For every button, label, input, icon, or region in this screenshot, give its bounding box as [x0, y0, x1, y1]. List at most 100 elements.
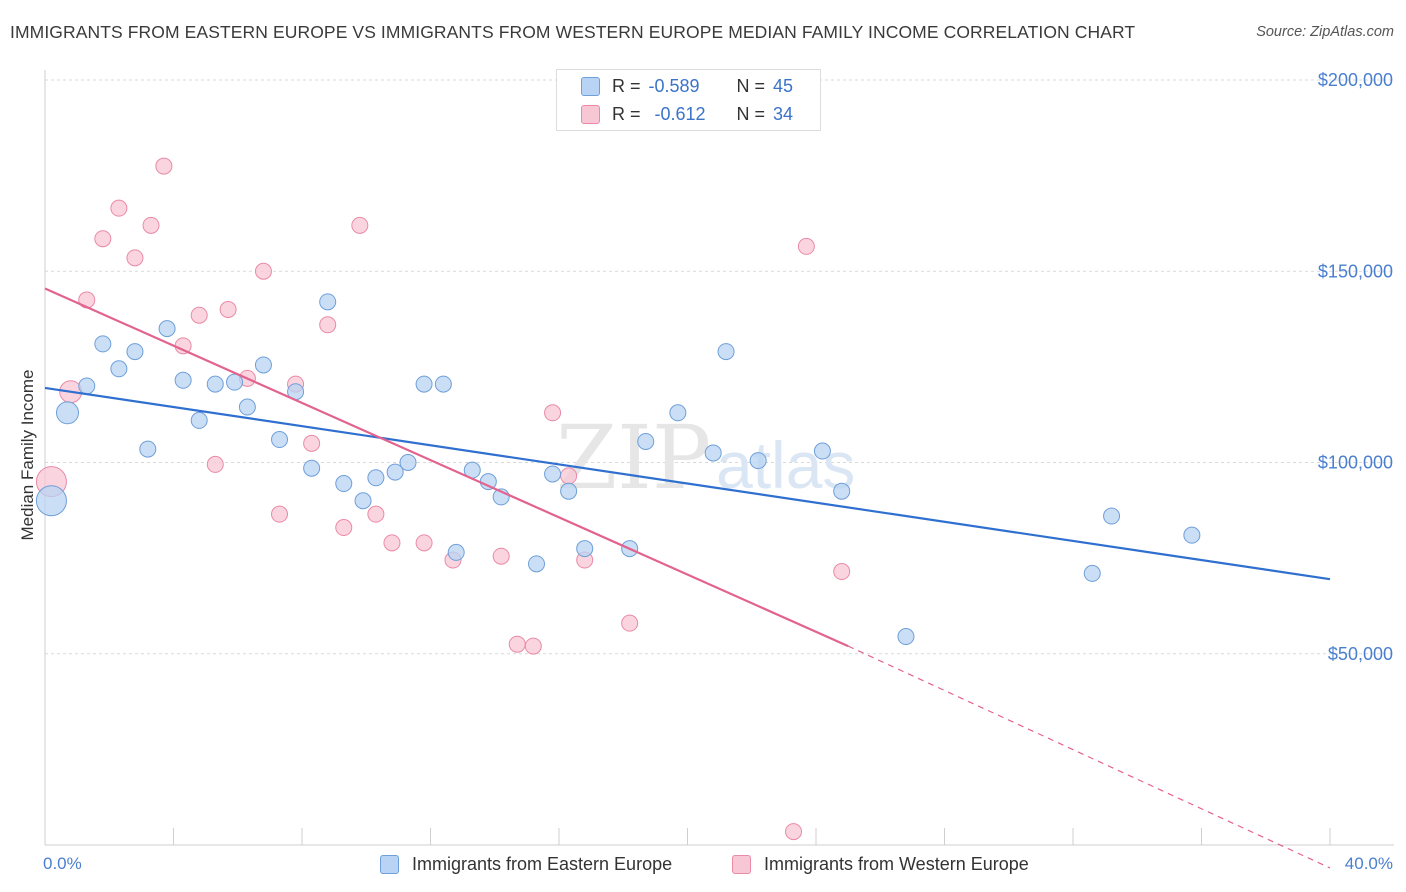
point-eastern-europe-42 [1083, 564, 1101, 582]
point-western-europe-24 [492, 547, 510, 565]
point-eastern-europe-37 [717, 343, 735, 361]
stats-row-eastern-europe: R = -0.589 N = 45 [581, 74, 793, 98]
r-value-western-europe: -0.612 [654, 103, 706, 124]
legend-item-eastern-europe: Immigrants from Eastern Europe [380, 851, 672, 877]
watermark-zip: ZIP [556, 406, 711, 509]
n-value-eastern-europe: 45 [773, 75, 794, 96]
trend-line-eastern-europe [44, 386, 1331, 581]
point-eastern-europe-20 [367, 469, 385, 487]
point-western-europe-6 [142, 216, 160, 234]
x-tick-label-max: 40.0% [1345, 854, 1393, 873]
point-eastern-europe-41 [897, 628, 915, 646]
point-eastern-europe-30 [544, 465, 562, 483]
point-eastern-europe-3 [94, 335, 112, 353]
point-eastern-europe-25 [447, 543, 465, 561]
legend-swatch-eastern-europe [380, 854, 399, 874]
point-eastern-europe-24 [434, 375, 452, 393]
point-western-europe-20 [367, 505, 385, 523]
point-eastern-europe-34 [637, 432, 655, 450]
point-eastern-europe-31 [560, 482, 578, 500]
point-western-europe-27 [544, 404, 562, 422]
point-eastern-europe-2 [78, 377, 96, 395]
x-tick-label-min: 0.0% [43, 854, 82, 873]
watermark: ZIP atlas [556, 406, 855, 509]
point-western-europe-28 [560, 467, 578, 485]
point-eastern-europe-21 [386, 463, 404, 481]
point-western-europe-19 [351, 216, 369, 234]
y-axis-label: Median Family Income [18, 369, 37, 540]
point-western-europe-10 [206, 455, 224, 473]
point-eastern-europe-10 [206, 375, 224, 393]
point-eastern-europe-7 [158, 320, 176, 338]
point-eastern-europe-12 [238, 398, 256, 416]
r-value-eastern-europe: -0.589 [648, 75, 700, 96]
y-tick-label-1: $100,000 [1318, 453, 1393, 473]
y-tick-label-3: $200,000 [1318, 70, 1393, 90]
point-eastern-europe-35 [669, 404, 687, 422]
point-western-europe-22 [415, 534, 433, 552]
point-eastern-europe-22 [399, 454, 417, 471]
r-label: R = [612, 103, 641, 124]
point-eastern-europe-13 [254, 356, 272, 374]
point-western-europe-21 [383, 534, 401, 552]
n-label: N = [736, 103, 766, 124]
point-western-europe-5 [126, 249, 144, 267]
point-western-europe-33 [833, 563, 851, 581]
y-tick-label-2: $150,000 [1318, 261, 1393, 281]
gridlines [45, 79, 1394, 655]
trend-line-western-europe [44, 287, 849, 648]
source-note: Source: ZipAtlas.com [1256, 24, 1394, 40]
point-eastern-europe-43 [1103, 507, 1121, 525]
point-western-europe-32 [797, 237, 815, 255]
y-tick-label-0: $50,000 [1328, 644, 1393, 664]
point-western-europe-31 [785, 823, 803, 841]
point-western-europe-7 [155, 157, 173, 175]
point-western-europe-18 [335, 519, 353, 537]
point-eastern-europe-19 [354, 492, 372, 510]
stats-row-western-europe: R = -0.612 N = 34 [581, 102, 793, 126]
swatch-eastern-europe [581, 76, 600, 96]
point-eastern-europe-32 [576, 540, 594, 558]
x-tick-labels: 0.0% 40.0% [43, 854, 1393, 873]
legend-item-western-europe: Immigrants from Western Europe [732, 851, 1029, 877]
point-eastern-europe-17 [319, 293, 337, 311]
point-eastern-europe-9 [190, 411, 208, 429]
point-eastern-europe-23 [415, 375, 433, 393]
axes [44, 70, 1394, 846]
point-eastern-europe-16 [303, 459, 321, 477]
point-eastern-europe-40 [833, 482, 851, 500]
point-western-europe-26 [524, 637, 542, 655]
point-eastern-europe-0 [35, 485, 67, 517]
point-eastern-europe-39 [813, 442, 831, 460]
point-eastern-europe-29 [528, 555, 546, 573]
n-value-western-europe: 34 [773, 103, 794, 124]
legend-label-eastern-europe: Immigrants from Eastern Europe [412, 853, 673, 874]
point-eastern-europe-4 [110, 360, 128, 378]
point-western-europe-4 [110, 199, 128, 217]
legend-label-western-europe: Immigrants from Western Europe [764, 853, 1029, 874]
point-eastern-europe-36 [704, 444, 722, 462]
point-eastern-europe-14 [271, 431, 289, 449]
trend-line-extension-western-europe [847, 645, 1331, 869]
point-western-europe-13 [254, 262, 272, 280]
swatch-western-europe [581, 104, 600, 124]
point-western-europe-9 [190, 306, 208, 324]
r-label: R = [612, 75, 641, 96]
trend-lines [44, 287, 1331, 869]
n-label: N = [736, 75, 766, 96]
point-western-europe-3 [94, 230, 112, 248]
point-western-europe-11 [219, 301, 237, 318]
point-western-europe-25 [508, 635, 526, 653]
point-eastern-europe-38 [749, 452, 767, 470]
chart-title: IMMIGRANTS FROM EASTERN EUROPE VS IMMIGR… [10, 22, 1136, 42]
legend-swatch-western-europe [732, 854, 751, 874]
watermark-atlas: atlas [716, 428, 855, 502]
point-eastern-europe-1 [55, 401, 79, 425]
stats-legend: R = -0.589 N = 45 R = -0.612 N = 34 [556, 69, 821, 131]
point-eastern-europe-8 [174, 371, 192, 389]
point-eastern-europe-5 [126, 343, 144, 361]
point-eastern-europe-11 [226, 373, 244, 391]
point-western-europe-14 [271, 505, 289, 523]
point-western-europe-16 [303, 434, 321, 452]
